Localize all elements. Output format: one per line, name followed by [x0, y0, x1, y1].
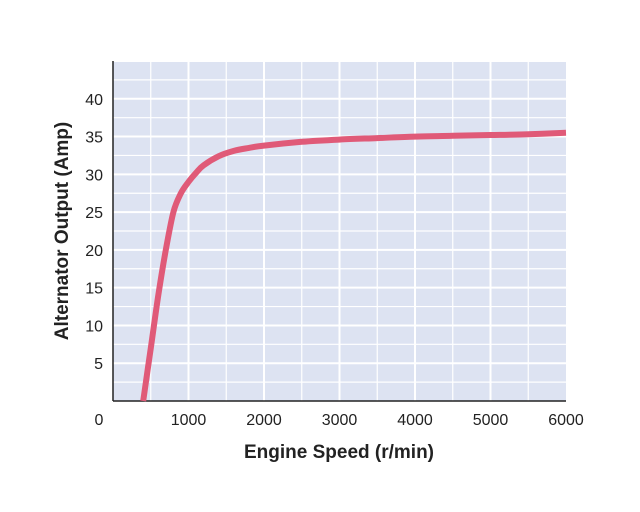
x-tick-label: 6000 — [548, 412, 584, 429]
y-tick-label: 35 — [85, 130, 103, 147]
x-axis-title: Engine Speed (r/min) — [244, 442, 434, 463]
series-layer — [140, 129, 567, 402]
x-tick-label: 4000 — [397, 412, 433, 429]
x-tick-label: 2000 — [246, 412, 282, 429]
y-tick-label: 15 — [85, 281, 103, 298]
y-tick-label: 30 — [85, 167, 103, 184]
x-tick-labels: 0 1000 2000 3000 4000 5000 6000 — [95, 412, 584, 429]
x-tick-label: 5000 — [473, 412, 509, 429]
y-tick-label: 25 — [85, 205, 103, 222]
y-tick-labels: 5 10 15 20 25 30 35 40 — [85, 92, 103, 373]
y-tick-label: 5 — [94, 356, 103, 373]
y-tick-label: 20 — [85, 243, 103, 260]
y-tick-label: 40 — [85, 92, 103, 109]
x-tick-label: 0 — [95, 412, 104, 429]
x-tick-label: 1000 — [171, 412, 207, 429]
x-tick-label: 3000 — [322, 412, 358, 429]
horizontal-gridlines — [113, 60, 566, 383]
alternator-output-line — [140, 129, 567, 402]
y-axis-title: Alternator Output (Amp) — [52, 122, 73, 340]
y-tick-label: 10 — [85, 318, 103, 335]
